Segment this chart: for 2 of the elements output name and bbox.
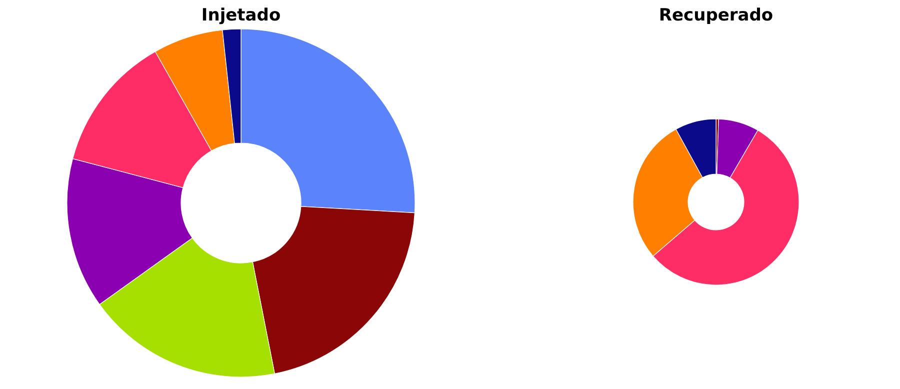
chart-title: Injetado bbox=[201, 6, 281, 26]
chart-title: Recuperado bbox=[658, 6, 774, 26]
